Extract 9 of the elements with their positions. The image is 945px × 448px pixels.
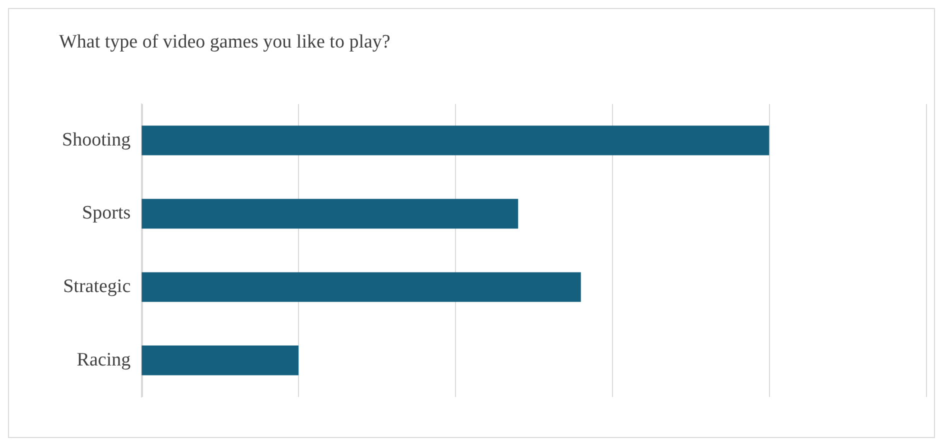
bar xyxy=(142,198,518,229)
y-tick-label: Racing xyxy=(76,349,132,370)
y-tick-label: Shooting xyxy=(62,129,132,150)
bar xyxy=(142,346,298,376)
y-tick-label: Sports xyxy=(82,202,131,224)
bar xyxy=(142,272,581,302)
chart-title: What type of video games you like to play? xyxy=(59,31,390,52)
bar xyxy=(142,126,770,156)
y-tick-label: Strategic xyxy=(63,276,131,298)
